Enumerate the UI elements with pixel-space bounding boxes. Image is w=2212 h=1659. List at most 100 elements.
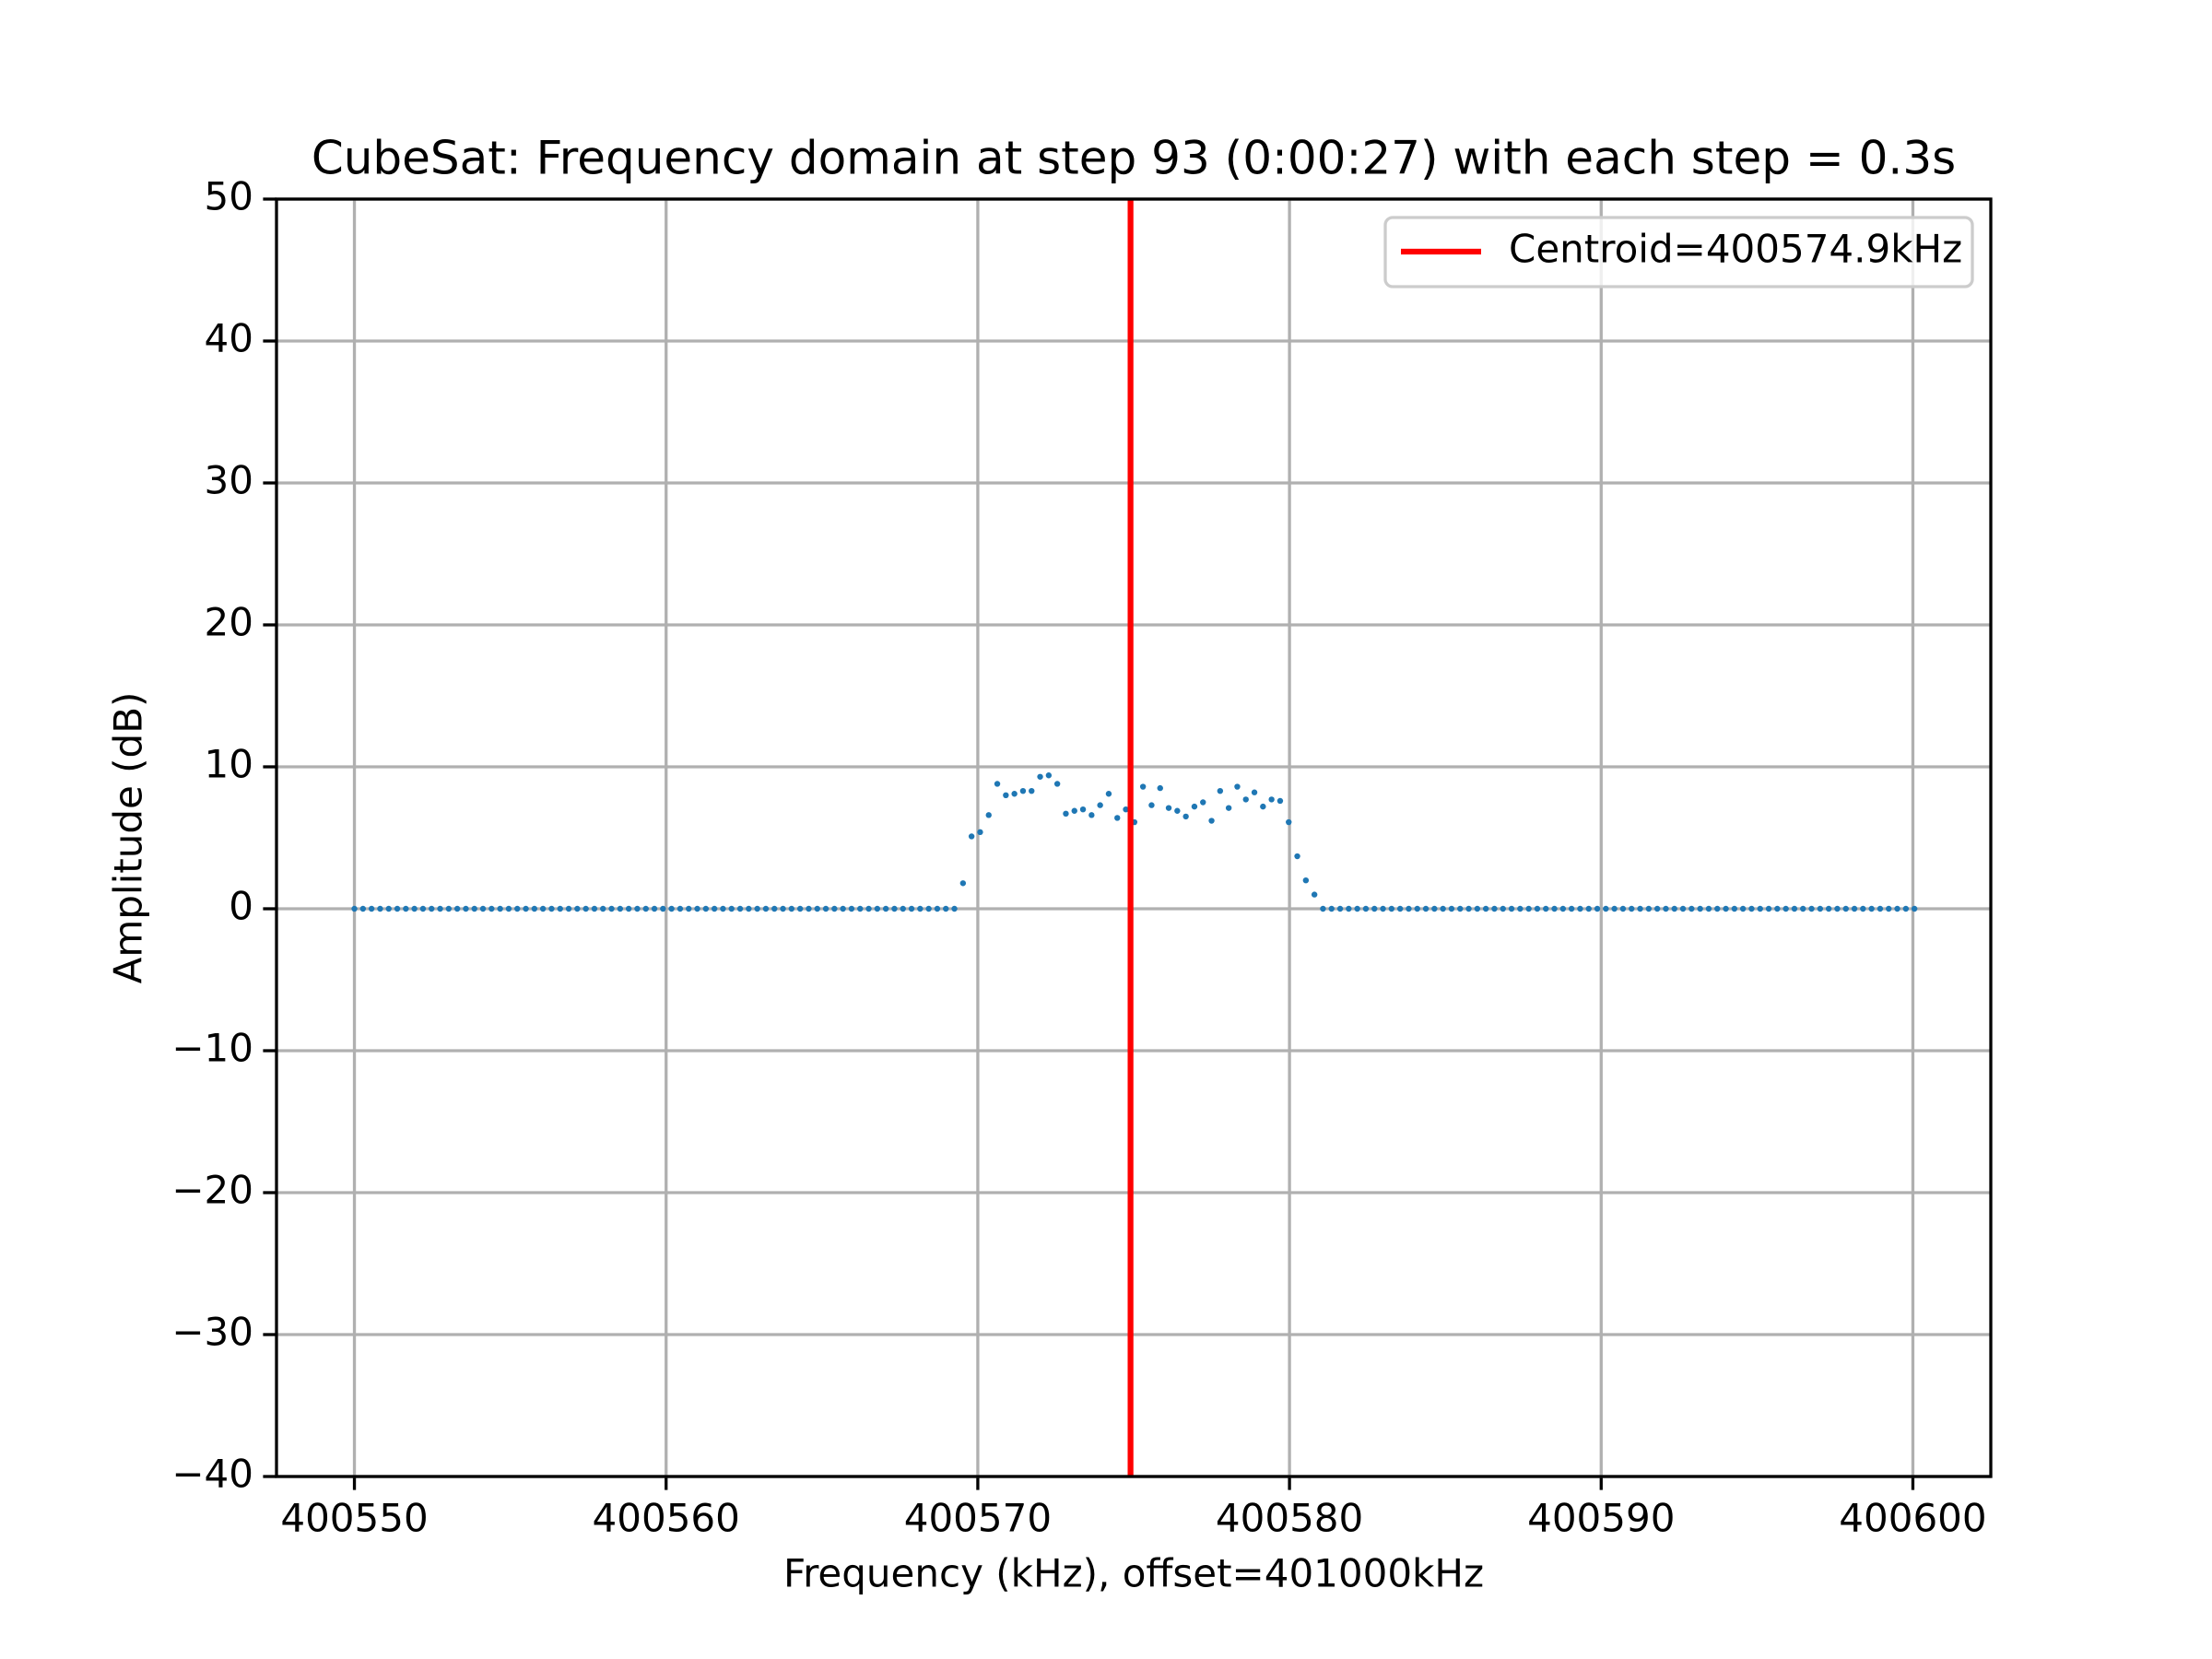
data-point [1594, 905, 1601, 912]
data-point [1559, 905, 1567, 912]
data-point [1182, 813, 1189, 820]
data-point [882, 905, 889, 912]
data-point [1500, 905, 1506, 912]
data-point [1336, 905, 1344, 912]
data-point [1619, 905, 1627, 912]
data-point [908, 905, 915, 912]
data-point [1234, 783, 1241, 790]
data-point [1679, 905, 1687, 912]
data-point [1474, 905, 1481, 912]
data-point [453, 905, 461, 912]
data-point [625, 905, 632, 912]
data-point [437, 905, 443, 912]
data-point [840, 905, 846, 912]
data-point [1148, 802, 1155, 808]
data-point [1208, 818, 1215, 824]
data-point [1346, 905, 1352, 912]
data-point [1114, 815, 1121, 821]
y-tick-label: 40 [205, 316, 253, 361]
data-point [1286, 818, 1292, 826]
data-point [806, 905, 812, 912]
data-point [411, 905, 418, 912]
data-point [1037, 773, 1043, 780]
data-point [822, 905, 830, 912]
y-tick-label: 50 [205, 174, 253, 219]
data-point [1671, 905, 1677, 912]
x-tick-label: 400560 [593, 1496, 740, 1541]
data-point [694, 905, 700, 912]
y-tick-label: 20 [205, 600, 253, 645]
data-point [1406, 905, 1412, 912]
data-point [429, 905, 435, 912]
data-point [1157, 784, 1163, 792]
data-point [874, 905, 881, 912]
y-axis-label: Amplitude (dB) [106, 692, 151, 984]
data-point [523, 905, 529, 912]
data-point [1011, 791, 1018, 797]
data-point [1783, 905, 1789, 912]
data-point [1097, 802, 1103, 808]
data-point [720, 905, 726, 912]
data-point [463, 905, 469, 912]
data-point [771, 905, 778, 912]
data-point [591, 905, 598, 912]
data-point [1268, 796, 1275, 803]
data-point [1105, 791, 1112, 797]
data-point [351, 905, 358, 912]
data-point [1457, 905, 1464, 912]
data-point [394, 905, 401, 912]
data-point [796, 905, 804, 912]
y-tick-label: 10 [205, 742, 253, 787]
data-point [1260, 803, 1266, 810]
data-point [1894, 905, 1900, 912]
data-point [660, 905, 666, 912]
data-point [951, 905, 958, 912]
data-point [754, 905, 760, 912]
data-point [1911, 905, 1918, 912]
x-tick-label: 400550 [280, 1496, 428, 1541]
plot-frame [275, 197, 1993, 1478]
data-point [1645, 905, 1653, 912]
data-point [1842, 905, 1849, 912]
data-point [1534, 905, 1541, 912]
x-axis-label: Frequency (kHz), offset=401000kHz [783, 1551, 1484, 1596]
data-point [471, 905, 477, 912]
data-point [900, 905, 906, 912]
data-point [565, 905, 572, 912]
data-point [1585, 905, 1592, 912]
data-point [497, 905, 503, 912]
data-point [600, 905, 606, 912]
data-point [1774, 905, 1781, 912]
data-point [1422, 905, 1430, 912]
data-point [1388, 905, 1395, 912]
data-point [1723, 905, 1729, 912]
data-point [1491, 905, 1498, 912]
data-point [1251, 789, 1258, 795]
data-point [985, 812, 992, 818]
y-tick-label: 30 [205, 458, 253, 503]
data-point [1311, 891, 1318, 898]
data-point [788, 905, 795, 912]
data-point [1396, 905, 1404, 912]
data-point [1860, 905, 1866, 912]
data-point [1825, 905, 1832, 912]
data-point [1714, 905, 1721, 912]
data-point [917, 905, 924, 912]
data-point [736, 905, 744, 912]
legend-label: Centroid=400574.9kHz [1509, 227, 1962, 272]
data-point [677, 905, 684, 912]
data-point [557, 905, 563, 912]
data-point [1482, 905, 1489, 912]
data-point [1277, 797, 1284, 805]
data-point [994, 781, 1001, 787]
data-point [934, 905, 941, 912]
data-point [831, 905, 838, 912]
data-point [711, 905, 718, 912]
data-point [1302, 877, 1310, 884]
data-point [651, 905, 658, 912]
data-point [1877, 905, 1884, 912]
data-point [977, 829, 983, 836]
data-point [1757, 905, 1763, 912]
data-point [1465, 905, 1472, 912]
